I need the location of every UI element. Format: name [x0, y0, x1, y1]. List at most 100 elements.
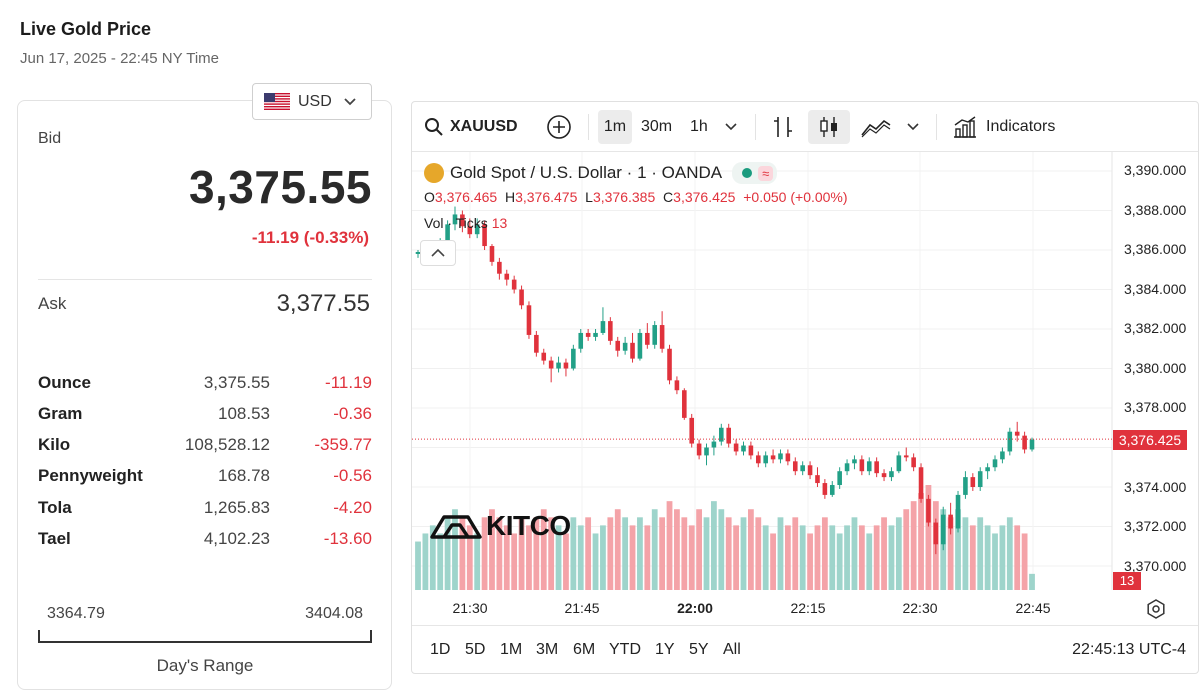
- candle-body: [792, 461, 798, 472]
- volume-bar: [925, 485, 932, 590]
- candle-body: [563, 362, 569, 369]
- volume-bar: [1014, 525, 1021, 590]
- price-tick: 3,390.000: [1124, 162, 1187, 178]
- volume-bar: [637, 517, 643, 590]
- candle-body: [593, 332, 598, 337]
- candle-body: [645, 332, 650, 345]
- volume-bar: [703, 517, 710, 590]
- low-value: 3,376.385: [592, 189, 656, 205]
- bars-icon: [774, 117, 792, 137]
- unit-change: -359.77: [314, 435, 372, 454]
- price-tick: 3,382.000: [1124, 320, 1187, 336]
- volume-bar: [903, 509, 910, 590]
- volume-bar: [1006, 517, 1013, 590]
- unit-row-kilo: Kilo 108,528.12 -359.77: [38, 435, 372, 457]
- chevron-down-icon: [907, 123, 919, 131]
- candle-body: [918, 467, 924, 499]
- candle-body: [948, 514, 953, 529]
- range-ytd-button[interactable]: YTD: [609, 641, 641, 658]
- volume-bar: [688, 525, 695, 590]
- volume-legend: Vol · Ticks 13: [424, 215, 507, 231]
- volume-bar: [807, 533, 813, 590]
- volume-bar: [429, 525, 436, 590]
- bar-chart-type-button[interactable]: [772, 110, 794, 144]
- price-tick: 3,384.000: [1124, 281, 1187, 297]
- indicators-label: Indicators: [986, 118, 1056, 135]
- low-label: L: [585, 189, 593, 205]
- ask-label: Ask: [38, 294, 67, 313]
- interval-1h-button[interactable]: 1h: [690, 110, 708, 144]
- symbol-label: XAUUSD: [450, 118, 518, 135]
- range-1y-button[interactable]: 1Y: [655, 641, 675, 658]
- volume-bar: [563, 533, 569, 590]
- range-6m-button[interactable]: 6M: [573, 641, 596, 658]
- interval-1m-button[interactable]: 1m: [598, 110, 632, 144]
- compare-button[interactable]: [546, 110, 572, 144]
- legend-collapse-button[interactable]: [420, 240, 456, 266]
- candle-body: [719, 427, 724, 442]
- volume-bar: [895, 517, 902, 590]
- chart-legend-title: Gold Spot / U.S. Dollar · 1 · OANDA ≈: [424, 162, 778, 184]
- candle-body: [578, 332, 584, 349]
- unit-name: Ounce: [38, 373, 91, 392]
- instrument-title: Gold Spot / U.S. Dollar · 1 · OANDA: [450, 163, 723, 182]
- kitco-logo: KITCO: [430, 510, 571, 542]
- candle-body: [519, 289, 524, 306]
- volume-bar: [799, 525, 806, 590]
- area-chart-type-button[interactable]: [860, 110, 892, 144]
- volume-bar: [821, 517, 828, 590]
- interval-30m-button[interactable]: 30m: [641, 110, 672, 144]
- range-1m-button[interactable]: 1M: [500, 641, 523, 658]
- unit-change: -0.56: [333, 466, 372, 485]
- candle-body: [807, 465, 813, 476]
- range-3m-button[interactable]: 3M: [536, 641, 559, 658]
- candle-body: [726, 427, 731, 444]
- volume-bar: [910, 501, 917, 590]
- candle-body: [741, 445, 746, 452]
- unit-change: -13.60: [323, 529, 372, 548]
- candle-chart-type-button[interactable]: [808, 110, 850, 144]
- candle-body: [933, 522, 939, 545]
- volume-bar: [644, 525, 651, 590]
- symbol-search-button[interactable]: XAUUSD: [424, 110, 518, 144]
- volume-bar: [999, 525, 1006, 590]
- range-1d-button[interactable]: 1D: [430, 641, 451, 658]
- range-5y-button[interactable]: 5Y: [689, 641, 709, 658]
- kitco-logo-text: KITCO: [486, 510, 571, 541]
- chart-settings-icon[interactable]: [1145, 598, 1167, 620]
- volume-bar: [422, 533, 429, 590]
- kitco-logo-icon: [430, 515, 482, 539]
- last-price-tag: 3,376.425: [1113, 430, 1187, 450]
- chevron-up-icon: [431, 248, 445, 257]
- interval-dropdown-button[interactable]: [724, 110, 738, 144]
- day-range-bar: [38, 630, 372, 643]
- candle-body: [822, 483, 828, 495]
- indicators-button[interactable]: Indicators: [952, 110, 1055, 144]
- interval-label: 1m: [603, 118, 627, 135]
- volume-bar: [540, 509, 547, 590]
- candle-body: [815, 475, 820, 484]
- chevron-down-icon: [725, 123, 737, 131]
- candle-body: [497, 261, 502, 274]
- range-5d-button[interactable]: 5D: [465, 641, 486, 658]
- volume-bar: [962, 517, 969, 590]
- volume-bar: [992, 533, 998, 590]
- unit-row-tael: Tael 4,102.23 -13.60: [38, 529, 372, 551]
- candle-body: [541, 352, 547, 361]
- volume-bar: [1029, 573, 1035, 590]
- candlestick-plot[interactable]: [412, 152, 1198, 590]
- candle-body: [911, 457, 916, 468]
- candle-body: [615, 340, 621, 351]
- candle-body: [881, 473, 887, 478]
- volume-bar: [755, 517, 762, 590]
- time-tick: 21:45: [564, 600, 600, 616]
- currency-select[interactable]: USD: [252, 83, 372, 120]
- volume-bar: [718, 509, 725, 590]
- range-all-button[interactable]: All: [723, 641, 741, 658]
- chart-type-dropdown-button[interactable]: [906, 110, 920, 144]
- candle-body: [889, 471, 894, 478]
- candle-body: [489, 246, 495, 262]
- search-icon: [425, 118, 443, 136]
- volume-bar: [614, 509, 621, 590]
- candle-body: [844, 463, 850, 472]
